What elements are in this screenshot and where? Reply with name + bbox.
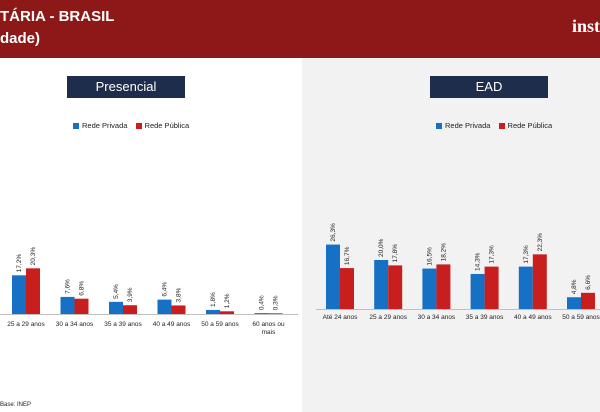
presencial-category-label: 50 a 59 anos (201, 321, 239, 328)
presencial-bar-publica (171, 305, 186, 314)
presencial-category-label: 30 a 34 anos (56, 321, 94, 328)
legend-label-privada: Rede Privada (82, 121, 128, 130)
ead-bar-privada (326, 244, 340, 309)
ead-data-label: 16,5% (426, 247, 433, 266)
legend-item-privada: Rede Privada (73, 121, 127, 130)
presencial-data-label: 17,2% (16, 254, 23, 273)
ead-panel-background (302, 58, 600, 412)
presencial-category-label: mais (262, 329, 276, 336)
brand-logo: inst (571, 16, 600, 36)
ead-legend: Rede Privada Rede Pública (436, 121, 558, 130)
legend-swatch-publica (498, 123, 505, 129)
ead-data-label: 14,3% (475, 252, 482, 271)
presencial-data-label: 3,9% (127, 287, 134, 302)
ead-bar-privada (374, 260, 389, 309)
ead-category-label: 40 a 49 anos (514, 314, 552, 321)
presencial-data-label: 6,8% (79, 281, 86, 296)
presencial-bar-privada (254, 313, 269, 314)
ead-bar-privada (422, 268, 437, 309)
presencial-data-label: 0,3% (273, 295, 280, 310)
presencial-bar-privada (206, 309, 220, 314)
presencial-title: Presencial (67, 76, 185, 98)
presencial-data-label: 1,2% (224, 293, 231, 308)
legend-item-publica: Rede Pública (498, 121, 553, 130)
source-footnote: Base: INEP (0, 402, 32, 408)
presencial-bar-privada (60, 296, 75, 314)
ead-bar-publica (388, 265, 403, 309)
presencial-bar-privada (157, 299, 172, 314)
presencial-data-label: 0,4% (259, 295, 266, 310)
ead-bar-publica (532, 254, 547, 309)
presencial-data-label: 6,4% (162, 282, 169, 297)
ead-bar-publica (436, 264, 451, 309)
presencial-data-label: 5,4% (113, 284, 120, 299)
legend-item-privada: Rede Privada (436, 121, 490, 130)
presencial-category-label: 35 a 39 anos (104, 321, 142, 328)
legend-label-publica: Rede Pública (507, 121, 553, 130)
ead-data-label: 18,2% (440, 243, 447, 262)
ead-data-label: 20,0% (378, 238, 385, 257)
presencial-category-label: 40 a 49 anos (153, 321, 191, 328)
ead-bar-privada (567, 297, 581, 309)
ead-data-label: 4,8% (571, 279, 578, 294)
ead-bar-publica (340, 268, 354, 309)
legend-item-publica: Rede Pública (135, 121, 190, 130)
page-title: TÁRIA - BRASIL (0, 8, 115, 25)
presencial-bar-privada (109, 301, 123, 314)
ead-title: EAD (430, 76, 548, 98)
presencial-legend: Rede Privada Rede Pública (73, 121, 195, 130)
page-subtitle: dade) (0, 30, 41, 47)
legend-swatch-publica (135, 123, 142, 129)
presencial-data-label: 20,3% (30, 247, 37, 266)
presencial-bar-privada (12, 275, 26, 314)
ead-category-label: 25 a 29 anos (369, 314, 407, 321)
ead-bar-publica (581, 292, 595, 309)
ead-category-label: Até 24 anos (323, 314, 358, 321)
ead-category-label: 30 a 34 anos (418, 314, 456, 321)
ead-data-label: 17,3% (489, 245, 496, 264)
presencial-data-label: 1,8% (210, 292, 217, 307)
presencial-bar-publica (268, 313, 283, 314)
ead-bar-privada (470, 273, 485, 309)
ead-data-label: 22,3% (537, 233, 544, 252)
header-banner: TÁRIA - BRASIL dade) inst (0, 0, 600, 58)
ead-bar-privada (518, 266, 533, 309)
legend-label-publica: Rede Pública (144, 121, 190, 130)
ead-data-label: 6,6% (585, 275, 592, 290)
presencial-bar-publica (220, 311, 234, 314)
ead-data-label: 26,3% (330, 223, 337, 242)
presencial-category-label: 60 anos ou (252, 321, 285, 328)
legend-label-privada: Rede Privada (445, 121, 491, 130)
legend-swatch-privada (436, 123, 442, 129)
presencial-bar-publica (74, 298, 89, 314)
presencial-data-label: 7,6% (65, 279, 72, 294)
ead-data-label: 17,8% (392, 244, 399, 263)
legend-swatch-privada (73, 123, 79, 129)
presencial-bar-publica (26, 268, 40, 314)
ead-bar-publica (484, 266, 499, 309)
presencial-bar-publica (123, 305, 137, 314)
ead-data-label: 17,3% (523, 245, 530, 264)
presencial-category-label: 25 a 29 anos (7, 321, 45, 328)
ead-data-label: 16,7% (344, 246, 351, 265)
presencial-data-label: 3,8% (176, 287, 183, 302)
ead-category-label: 50 a 59 anos (562, 314, 600, 321)
ead-category-label: 35 a 39 anos (466, 314, 504, 321)
